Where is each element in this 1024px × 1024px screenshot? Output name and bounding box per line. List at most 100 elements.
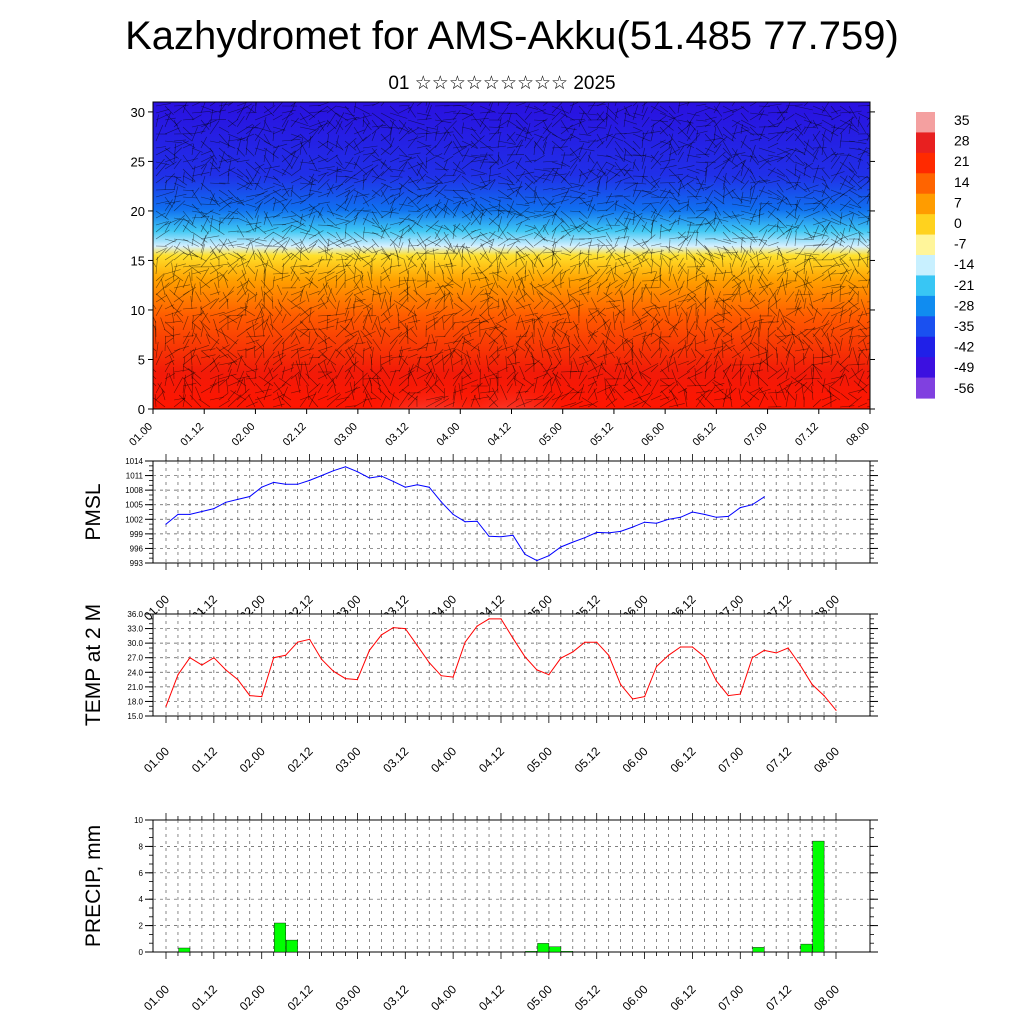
wind-vector	[299, 353, 311, 359]
colorbar-label: 7	[954, 194, 962, 210]
x-tick-label: 02.12	[285, 982, 316, 1013]
wind-vector	[569, 242, 581, 254]
wind-vector	[848, 213, 854, 233]
wind-vector	[722, 363, 732, 380]
wind-vector	[456, 245, 463, 261]
wind-vector	[263, 352, 275, 366]
wind-vector	[371, 248, 384, 254]
wind-vector	[263, 287, 274, 296]
wind-vector	[434, 161, 448, 172]
wind-vector	[650, 129, 654, 142]
wind-vector	[416, 251, 427, 268]
temp-point	[608, 654, 610, 656]
wind-vector	[821, 283, 840, 289]
wind-vector	[596, 111, 605, 121]
wind-vector	[407, 161, 418, 176]
wind-vector	[515, 314, 521, 331]
wind-vector	[551, 346, 569, 352]
wind-vector	[749, 369, 763, 373]
wind-vector	[344, 334, 357, 345]
wind-vector	[641, 107, 648, 121]
wind-vector	[614, 388, 625, 401]
wind-vector	[245, 203, 257, 208]
wind-vector	[839, 405, 855, 408]
wind-vector	[452, 200, 464, 205]
wind-vector	[353, 129, 365, 135]
wind-vector	[549, 325, 562, 338]
wind-vector	[774, 334, 787, 345]
wind-vector	[612, 311, 616, 331]
hot-spot	[456, 347, 567, 409]
wind-vector	[776, 116, 786, 128]
wind-vector	[353, 372, 368, 387]
wind-vector	[713, 210, 723, 224]
wind-vector	[497, 154, 504, 165]
wind-vector	[605, 245, 615, 259]
wind-vector	[731, 120, 741, 128]
wind-vector	[659, 255, 663, 275]
cross-section-overlays	[153, 102, 870, 409]
wind-vector	[308, 240, 318, 254]
wind-vector	[677, 140, 695, 148]
wind-vector	[326, 203, 335, 217]
temp-point	[620, 683, 622, 686]
colorbar-label: 35	[954, 112, 970, 128]
wind-vector	[219, 272, 229, 282]
wind-vector	[515, 181, 523, 198]
wind-vector	[506, 213, 516, 226]
wind-vector	[317, 166, 335, 170]
temp-point	[823, 695, 825, 697]
wind-vector	[757, 370, 760, 387]
wind-vector	[195, 291, 202, 303]
wind-vector	[632, 189, 652, 193]
wind-vector	[263, 367, 274, 380]
wind-vector	[308, 338, 317, 352]
wind-vector	[191, 286, 193, 303]
wind-vector	[641, 234, 656, 247]
wind-vector	[533, 133, 544, 139]
pmsl-point	[225, 501, 227, 503]
wind-vector	[668, 348, 682, 359]
wind-vector	[695, 349, 706, 359]
wind-vector	[729, 262, 733, 275]
wind-vector	[344, 217, 358, 226]
wind-vector	[849, 256, 859, 275]
wind-vector	[371, 347, 374, 359]
wind-vector	[383, 285, 391, 296]
wind-vector	[223, 274, 229, 289]
wind-vector	[278, 377, 292, 387]
wind-vector	[317, 314, 331, 317]
wind-vector	[272, 126, 286, 131]
wind-vector	[308, 154, 318, 171]
wind-vector	[153, 382, 157, 387]
wind-vector	[560, 402, 577, 408]
wind-vector	[821, 139, 825, 156]
wind-vector	[261, 286, 265, 303]
wind-vector	[695, 207, 710, 219]
wind-vector	[335, 268, 346, 275]
wind-vector	[515, 203, 530, 207]
wind-vector	[650, 322, 655, 338]
wind-vector	[389, 193, 400, 198]
wind-vector	[388, 351, 391, 366]
wind-vector	[776, 168, 786, 177]
wind-vector	[461, 397, 468, 408]
wind-vector	[713, 143, 722, 156]
wind-vector	[758, 102, 769, 114]
wind-vector	[416, 258, 427, 275]
wind-vector	[839, 111, 852, 114]
y-tick-label: 30	[131, 105, 145, 120]
wind-vector	[785, 208, 795, 219]
wind-vector	[461, 196, 468, 207]
wind-vector	[389, 369, 397, 387]
wind-vector	[758, 180, 771, 184]
wind-vector	[605, 161, 617, 167]
wind-vector	[627, 365, 634, 380]
wind-vector	[839, 256, 850, 268]
wind-vector	[659, 355, 667, 366]
wind-vector	[410, 371, 418, 387]
wind-vector	[632, 272, 635, 289]
wind-vector	[677, 179, 695, 191]
wind-vector	[335, 112, 345, 128]
wind-vector	[812, 265, 832, 268]
